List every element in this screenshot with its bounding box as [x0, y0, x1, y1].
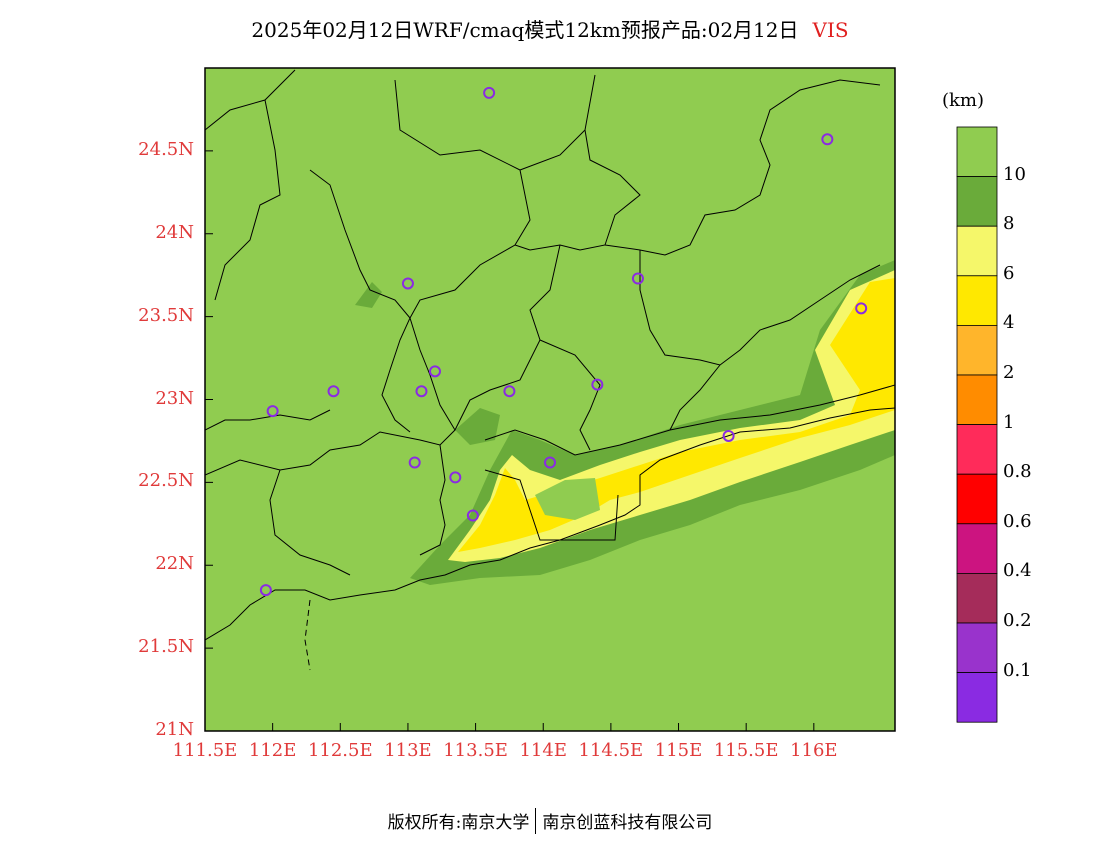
lat-label: 24.5N: [138, 138, 194, 160]
colorbar-unit-label: (km): [942, 90, 985, 111]
colorbar-swatch: [956, 374, 998, 425]
admin-boundaries: [205, 69, 895, 671]
lat-label: 21.5N: [138, 636, 194, 658]
station-marker: [855, 302, 868, 315]
colorbar-label: 0.4: [1003, 560, 1032, 582]
company-text: 南京创蓝科技有限公司: [542, 813, 713, 833]
lon-label: 116E: [790, 740, 838, 761]
colorbar-swatch: [956, 473, 998, 525]
colorbar-swatch: [956, 672, 998, 723]
title-variable: VIS: [812, 18, 849, 42]
station-marker: [266, 405, 279, 418]
colorbar-swatch: [956, 225, 998, 277]
station-marker: [449, 471, 462, 484]
lat-label: 23N: [155, 387, 194, 409]
station-marker: [408, 456, 421, 469]
station-marker: [483, 86, 496, 99]
axis-ticks: [204, 150, 815, 732]
fog-region-4km: [458, 278, 895, 552]
station-marker: [401, 277, 414, 290]
station-marker: [466, 509, 479, 522]
map-background: [205, 68, 895, 731]
colorbar-label: 1: [1003, 411, 1015, 433]
station-marker: [591, 378, 604, 391]
footer-separator: [535, 808, 537, 834]
colorbar-label: 6: [1003, 262, 1015, 284]
colorbar-label: 4: [1003, 312, 1015, 334]
lon-label: 112.5E: [307, 740, 373, 761]
colorbar-label: 0.1: [1003, 659, 1032, 681]
station-marker: [631, 272, 644, 285]
lat-label: 23.5N: [138, 304, 194, 326]
title-main: 2025年02月12日WRF/cmaq模式12km预报产品:02月12日: [251, 18, 799, 42]
station-marker: [415, 385, 428, 398]
colorbar-label: 8: [1003, 213, 1015, 235]
station-marker: [821, 133, 834, 146]
lon-label: 114E: [519, 740, 567, 761]
lat-label: 21N: [155, 719, 194, 740]
lon-label: 113.5E: [443, 740, 508, 761]
colorbar-swatch: [956, 523, 998, 574]
colorbar-swatch: [956, 324, 998, 376]
colorbar: [956, 126, 998, 723]
footer: 版权所有:南京大学 南京创蓝科技有限公司: [0, 808, 1100, 834]
station-markers: [259, 86, 868, 597]
colorbar-label: 10: [1003, 163, 1026, 185]
lon-label: 113E: [384, 740, 432, 761]
colorbar-swatch: [956, 622, 998, 673]
colorbar-label: 0.2: [1003, 610, 1032, 631]
colorbar-swatch: [956, 424, 998, 475]
copyright-text: 版权所有:南京大学: [387, 813, 530, 833]
colorbar-swatch: [956, 126, 998, 177]
colorbar-label: 0.6: [1003, 510, 1032, 532]
colorbar-swatch: [956, 573, 998, 624]
lat-label: 22.5N: [138, 470, 194, 492]
fog-gap-inland: [535, 478, 600, 520]
colorbar-swatch: [956, 275, 998, 326]
lat-label: 22N: [155, 553, 194, 575]
lon-label: 115E: [654, 740, 703, 761]
lon-label: 114.5E: [578, 740, 644, 761]
station-marker: [429, 365, 441, 378]
colorbar-swatch: [956, 176, 998, 227]
fog-patch-8km-north: [355, 282, 382, 308]
lat-label: 24N: [155, 221, 194, 243]
lon-label: 112E: [248, 740, 297, 761]
station-marker: [722, 429, 735, 442]
colorbar-label: 0.8: [1003, 461, 1032, 483]
lon-label: 115.5E: [713, 740, 779, 761]
station-marker: [544, 456, 556, 469]
lon-label: 111.5E: [172, 740, 238, 761]
fog-patch-8km-inland: [455, 408, 500, 445]
station-marker: [327, 385, 340, 398]
station-marker: [259, 584, 272, 597]
colorbar-label: 2: [1003, 362, 1015, 383]
station-marker: [503, 385, 516, 398]
chart-title: 2025年02月12日WRF/cmaq模式12km预报产品:02月12日 VIS: [0, 14, 1100, 43]
